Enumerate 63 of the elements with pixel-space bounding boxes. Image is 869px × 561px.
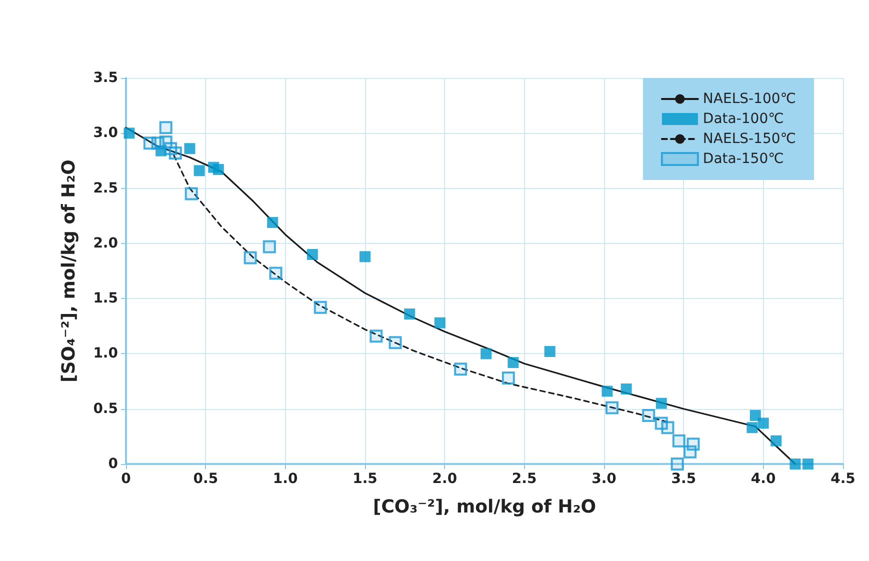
point — [404, 308, 416, 320]
point — [124, 128, 135, 139]
x-tick-label: 2.0 — [432, 471, 458, 487]
point — [194, 165, 205, 176]
point — [605, 401, 618, 414]
point — [370, 330, 383, 343]
x-axis-title: [CO₃⁻²], mol/kg of H₂O — [372, 496, 596, 518]
legend-label: NAELS-100℃ — [702, 91, 796, 107]
point — [267, 216, 278, 228]
x-tick-label: 0.5 — [193, 471, 218, 487]
point — [656, 398, 667, 409]
point — [790, 458, 801, 470]
point — [314, 300, 327, 314]
point — [244, 251, 257, 264]
point — [269, 266, 282, 280]
point — [262, 240, 276, 254]
point — [508, 357, 519, 368]
y-tick-label: 1.0 — [93, 346, 118, 362]
point — [770, 435, 782, 446]
point — [620, 384, 632, 395]
point — [168, 146, 182, 160]
y-tick-label: 2.0 — [93, 235, 118, 252]
point — [388, 336, 402, 350]
point — [661, 421, 674, 434]
x-tick-label: 2.5 — [512, 471, 537, 487]
x-tick-label: 1.0 — [272, 471, 298, 487]
point — [434, 317, 446, 328]
point — [212, 164, 224, 176]
point — [159, 121, 172, 134]
x-tick-label: 4.0 — [750, 471, 776, 487]
legend-label: Data-100℃ — [702, 111, 784, 127]
x-tick-label: 4.5 — [830, 471, 856, 487]
x-tick-label: 0 — [121, 471, 132, 487]
point — [758, 418, 769, 429]
point — [802, 458, 814, 470]
point — [502, 371, 515, 384]
x-tick-label: 1.5 — [352, 471, 378, 487]
point — [306, 248, 318, 260]
point — [750, 410, 761, 421]
point — [156, 145, 167, 156]
x-tick-label: 3.0 — [592, 471, 617, 487]
legend-label: NAELS-150℃ — [702, 131, 796, 147]
y-axis-title: [SO₄⁻²], mol/kg of H₂O — [58, 160, 80, 382]
point — [670, 458, 684, 470]
y-tick-label: 3.0 — [93, 125, 118, 142]
legend-label: Data-150℃ — [702, 151, 784, 167]
point — [672, 434, 686, 448]
point — [642, 408, 656, 422]
point — [746, 422, 758, 434]
y-tick-label: 1.5 — [93, 290, 118, 307]
y-tick-label: 0 — [108, 456, 118, 472]
x-tick-label: 3.5 — [671, 471, 696, 487]
point — [360, 251, 370, 262]
point — [480, 348, 492, 360]
y-tick-label: 0.5 — [93, 400, 118, 417]
y-tick-label: 2.5 — [93, 180, 118, 196]
point — [184, 187, 198, 200]
y-tick-label: 3.5 — [93, 70, 118, 86]
point — [602, 386, 613, 397]
point — [686, 438, 700, 451]
point — [184, 143, 196, 154]
point — [544, 346, 556, 358]
point — [454, 362, 468, 376]
